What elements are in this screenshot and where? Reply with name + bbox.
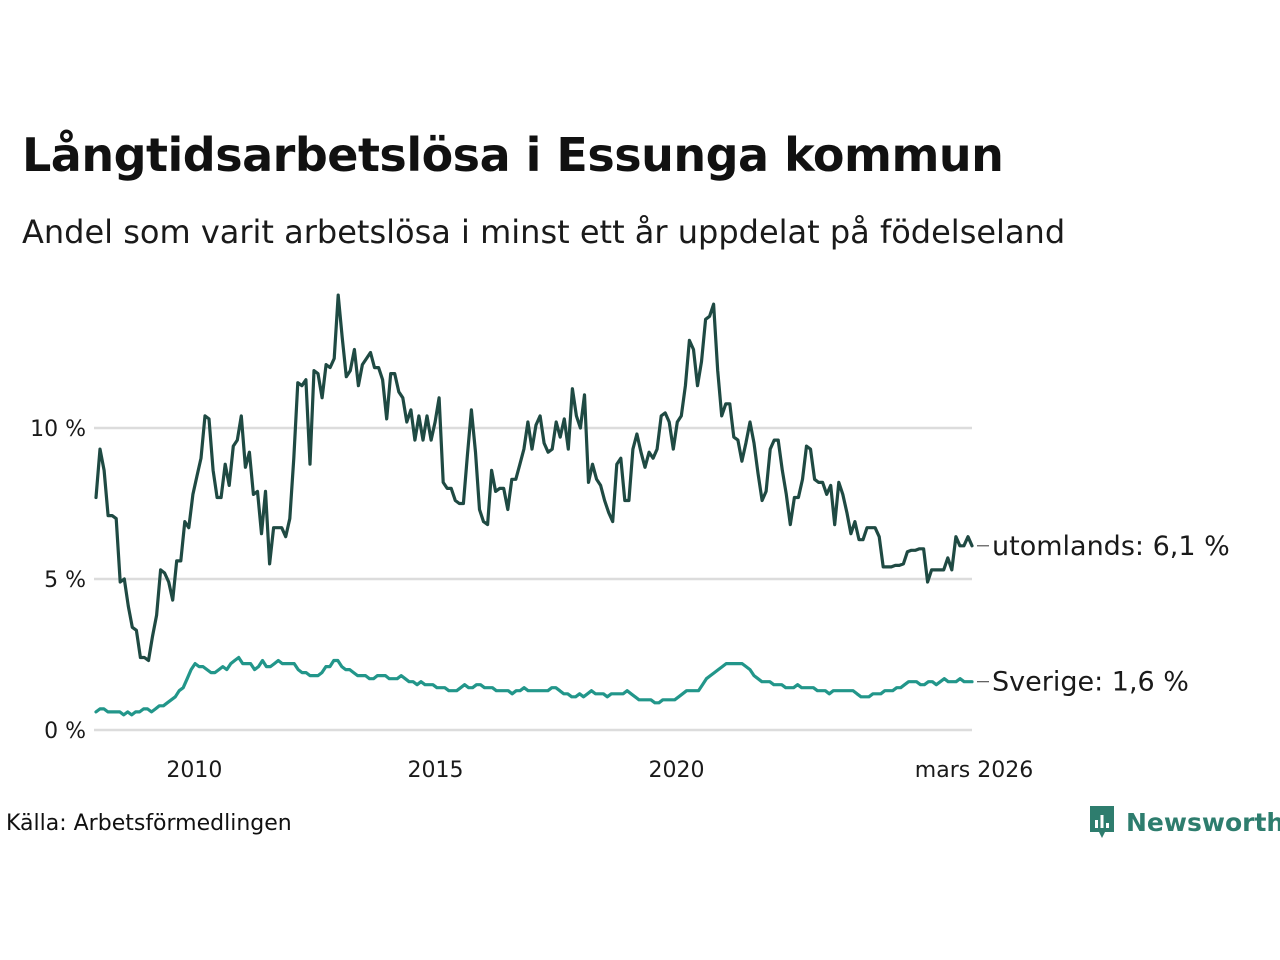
series-line-sverige	[94, 655, 974, 717]
series	[94, 293, 974, 717]
chart-title: Långtidsarbetslösa i Essunga kommun	[22, 128, 1004, 182]
chart-subtitle: Andel som varit arbetslösa i minst ett å…	[22, 213, 1066, 251]
series-end-labels: utomlands: 6,1 % Sverige: 1,6 %	[977, 531, 1230, 698]
series-line-utomlands	[94, 293, 974, 663]
y-tick-label: 0 %	[44, 719, 86, 744]
y-tick-label: 5 %	[44, 568, 86, 593]
y-axis: 0 % 5 % 10 %	[30, 417, 86, 744]
brand-logo: Newsworthy	[1088, 804, 1280, 840]
x-tick-label: 2020	[649, 758, 705, 783]
x-axis: 2010 2015 2020 mars 2026	[166, 758, 1033, 783]
source-note: Källa: Arbetsförmedlingen	[6, 811, 292, 836]
newsworthy-logo-icon	[1090, 806, 1114, 838]
brand-name: Newsworthy	[1126, 807, 1280, 837]
end-label-utomlands: utomlands: 6,1 %	[992, 531, 1230, 562]
y-tick-label: 10 %	[30, 417, 86, 442]
x-tick-label: 2015	[407, 758, 463, 783]
x-tick-label: 2010	[166, 758, 222, 783]
end-label-sverige: Sverige: 1,6 %	[992, 667, 1189, 698]
x-tick-label: mars 2026	[915, 758, 1033, 783]
